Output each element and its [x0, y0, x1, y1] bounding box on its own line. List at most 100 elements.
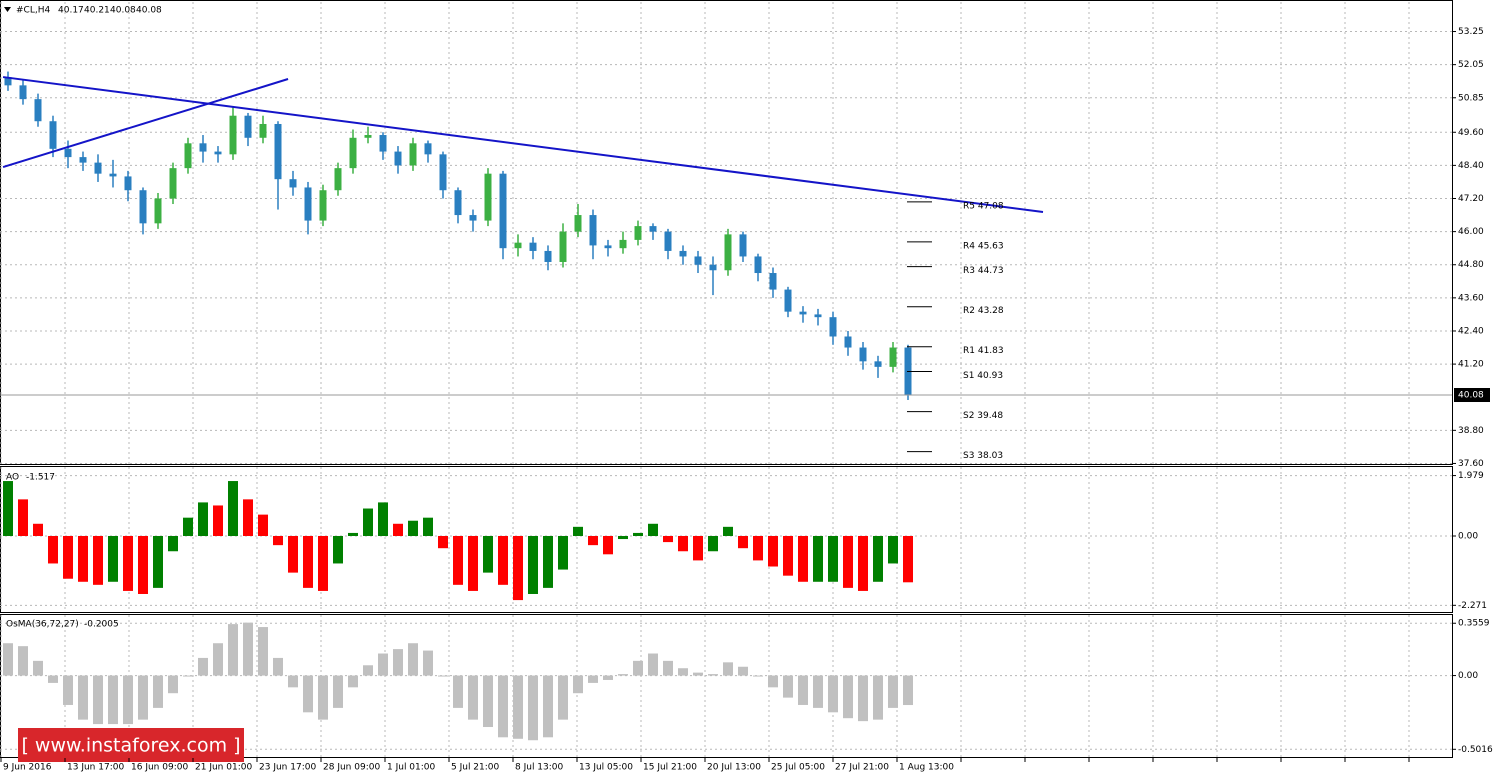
y-tick-label: -0.5016 — [1458, 745, 1493, 755]
candle-body — [49, 121, 57, 149]
candle-body — [4, 77, 12, 86]
time-label: 13 Jul 05:00 — [579, 763, 633, 773]
time-label: 1 Aug 13:00 — [899, 763, 954, 773]
histogram-bar — [48, 675, 58, 683]
histogram-bar — [303, 675, 313, 713]
candle-body — [694, 256, 702, 265]
histogram-bar — [708, 535, 718, 552]
histogram-bar — [93, 675, 103, 725]
y-tick-label: 49.60 — [1458, 128, 1484, 138]
y-tick-label: 42.40 — [1458, 326, 1484, 336]
histogram-bar — [873, 675, 883, 720]
pivot-label: R4 45.63 — [963, 241, 1004, 251]
pivot-label: R5 47.08 — [963, 201, 1004, 211]
ao-panel — [0, 466, 1453, 613]
candle-body — [709, 264, 717, 271]
histogram-bar — [48, 535, 58, 564]
candle-body — [184, 143, 192, 169]
candle-body — [364, 135, 372, 138]
histogram-bar — [558, 535, 568, 570]
histogram-bar — [228, 624, 238, 676]
histogram-bar — [573, 675, 583, 694]
histogram-bar — [108, 535, 118, 582]
y-tick-label: -2.271 — [1458, 601, 1487, 611]
trendline — [2, 78, 289, 168]
histogram-bar — [813, 535, 823, 582]
histogram-bar — [663, 535, 673, 543]
histogram-bar — [648, 523, 658, 536]
histogram-bar — [333, 535, 343, 564]
y-tick-label: 44.80 — [1458, 260, 1484, 270]
histogram-bar — [63, 535, 73, 579]
histogram-bar — [633, 532, 643, 536]
header-open: 40.17 — [58, 6, 84, 16]
histogram-bar — [243, 499, 253, 536]
histogram-bar — [618, 674, 628, 676]
candle-body — [124, 176, 132, 191]
candle-body — [409, 143, 417, 166]
histogram-bar — [858, 675, 868, 722]
pivot-label: R1 41.83 — [963, 346, 1004, 356]
y-tick-label: 0.3559 — [1458, 619, 1490, 629]
histogram-bar — [813, 675, 823, 708]
time-label: 8 Jul 13:00 — [515, 763, 564, 773]
watermark: [ www.instaforex.com ] — [21, 735, 240, 757]
candle-body — [94, 162, 102, 174]
histogram-bar — [303, 535, 313, 588]
histogram-bar — [768, 675, 778, 688]
time-label: 21 Jun 01:00 — [195, 763, 252, 773]
y-tick-label: 43.60 — [1458, 293, 1484, 303]
histogram-bar — [678, 535, 688, 552]
candle-body — [229, 115, 237, 155]
histogram-bar — [18, 646, 28, 676]
candle-body — [604, 245, 612, 249]
histogram-bar — [123, 675, 133, 725]
candle-body — [109, 173, 117, 177]
histogram-bar — [183, 675, 193, 677]
histogram-bar — [468, 675, 478, 720]
candle-body — [169, 168, 177, 199]
histogram-bar — [138, 675, 148, 720]
histogram-bar — [888, 675, 898, 708]
histogram-bar — [258, 627, 268, 676]
symbol: #CL,H4 — [16, 6, 50, 16]
candle-body — [559, 231, 567, 262]
candle-body — [499, 173, 507, 249]
candle-body — [274, 123, 282, 180]
histogram-bar — [168, 675, 178, 694]
histogram-bar — [753, 535, 763, 561]
time-label: 15 Jul 21:00 — [643, 763, 697, 773]
histogram-bar — [903, 675, 913, 706]
pivot-label: S3 38.03 — [963, 451, 1003, 461]
histogram-bar — [723, 662, 733, 676]
trendline — [2, 76, 1044, 214]
histogram-bar — [708, 674, 718, 676]
histogram-bar — [498, 535, 508, 585]
histogram-bar — [783, 675, 793, 698]
histogram-bar — [393, 523, 403, 536]
candle-body — [874, 361, 882, 367]
histogram-bar — [603, 675, 613, 680]
candle-body — [334, 168, 342, 191]
candle-body — [634, 226, 642, 240]
histogram-bar — [78, 675, 88, 720]
candle-body — [304, 187, 312, 221]
y-tick-label: 53.25 — [1458, 27, 1484, 37]
histogram-bar — [438, 675, 448, 677]
histogram-bar — [438, 535, 448, 549]
time-label: 16 Jun 09:00 — [131, 763, 188, 773]
time-label: 1 Jul 01:00 — [387, 763, 436, 773]
histogram-bar — [123, 535, 133, 591]
histogram-bar — [33, 523, 43, 536]
last-price-label: 40.08 — [1458, 391, 1484, 401]
histogram-bar — [573, 526, 583, 536]
y-tick-label: 1.979 — [1458, 471, 1484, 481]
header-low: 40.08 — [110, 6, 136, 16]
histogram-bar — [843, 675, 853, 719]
candle-body — [724, 234, 732, 271]
candle-body — [889, 347, 897, 367]
histogram-bar — [363, 665, 373, 676]
time-label: 27 Jul 21:00 — [835, 763, 889, 773]
histogram-bar — [483, 675, 493, 728]
candle-body — [214, 151, 222, 155]
